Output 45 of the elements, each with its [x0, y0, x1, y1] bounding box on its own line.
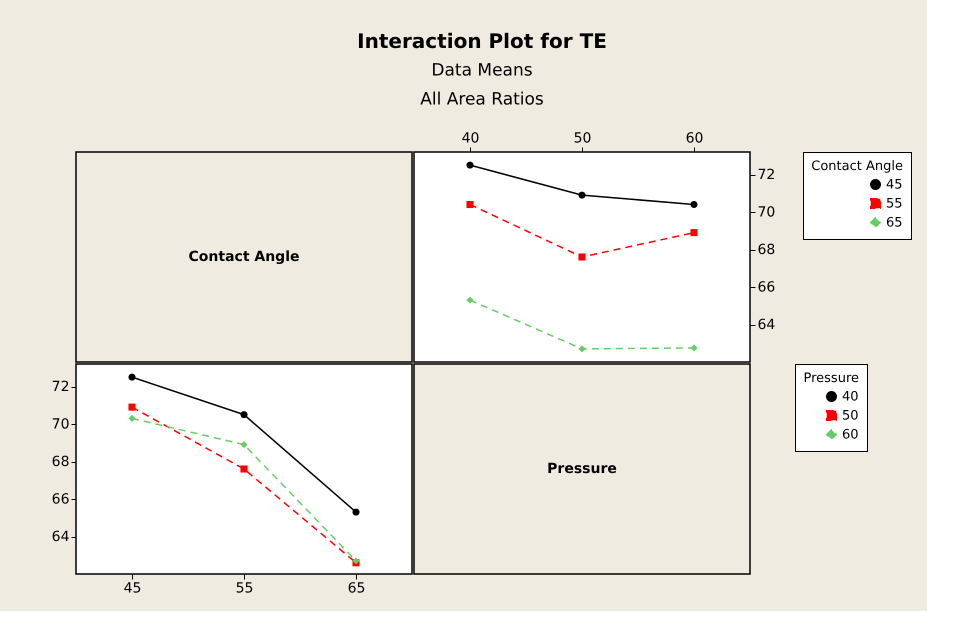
point: [466, 296, 474, 304]
x-tick-label: 40: [462, 130, 480, 146]
legend-label: 55: [886, 196, 903, 212]
x-tick-label: 65: [348, 580, 366, 596]
y-tick-label: 70: [52, 416, 70, 432]
point: [128, 404, 136, 411]
legend-label: 45: [886, 178, 903, 192]
legend-title: Contact Angle: [811, 159, 903, 174]
legend-label: 40: [842, 390, 859, 404]
y-tick-label: 64: [52, 529, 70, 545]
y-tick-label: 72: [758, 167, 776, 183]
x-tick-label: 50: [574, 130, 592, 146]
y-tick-label: 64: [758, 317, 776, 333]
text: Data Means: [431, 60, 533, 80]
text: Contact Angle: [188, 249, 300, 265]
y-tick-label: 66: [758, 280, 776, 296]
x-tick-label: 45: [124, 580, 142, 596]
point: [128, 414, 136, 422]
y-tick-label: 70: [758, 204, 776, 220]
point: [240, 411, 248, 418]
y-tick-label: 66: [52, 492, 70, 508]
legend-label: 65: [886, 216, 903, 230]
x-tick-label: 55: [236, 580, 254, 596]
text: All Area Ratios: [420, 90, 544, 110]
y-tick-label: 68: [52, 454, 70, 470]
x-tick-label: 60: [686, 130, 704, 146]
point: [578, 253, 586, 261]
point: [240, 465, 248, 473]
point: [578, 192, 586, 199]
point: [466, 162, 474, 169]
point: [690, 344, 698, 352]
legend-label: 60: [842, 428, 859, 442]
point: [128, 374, 136, 381]
point: [240, 441, 248, 448]
y-tick-label: 68: [758, 242, 776, 258]
point: [578, 345, 586, 352]
point: [690, 229, 698, 236]
legend-label: 50: [842, 408, 859, 424]
point: [690, 200, 698, 208]
text: Interaction Plot for TE: [357, 29, 607, 53]
point: [352, 508, 360, 516]
legend-title: Pressure: [803, 371, 859, 386]
text: Pressure: [547, 461, 617, 477]
point: [466, 200, 474, 208]
y-tick-label: 72: [52, 379, 70, 395]
